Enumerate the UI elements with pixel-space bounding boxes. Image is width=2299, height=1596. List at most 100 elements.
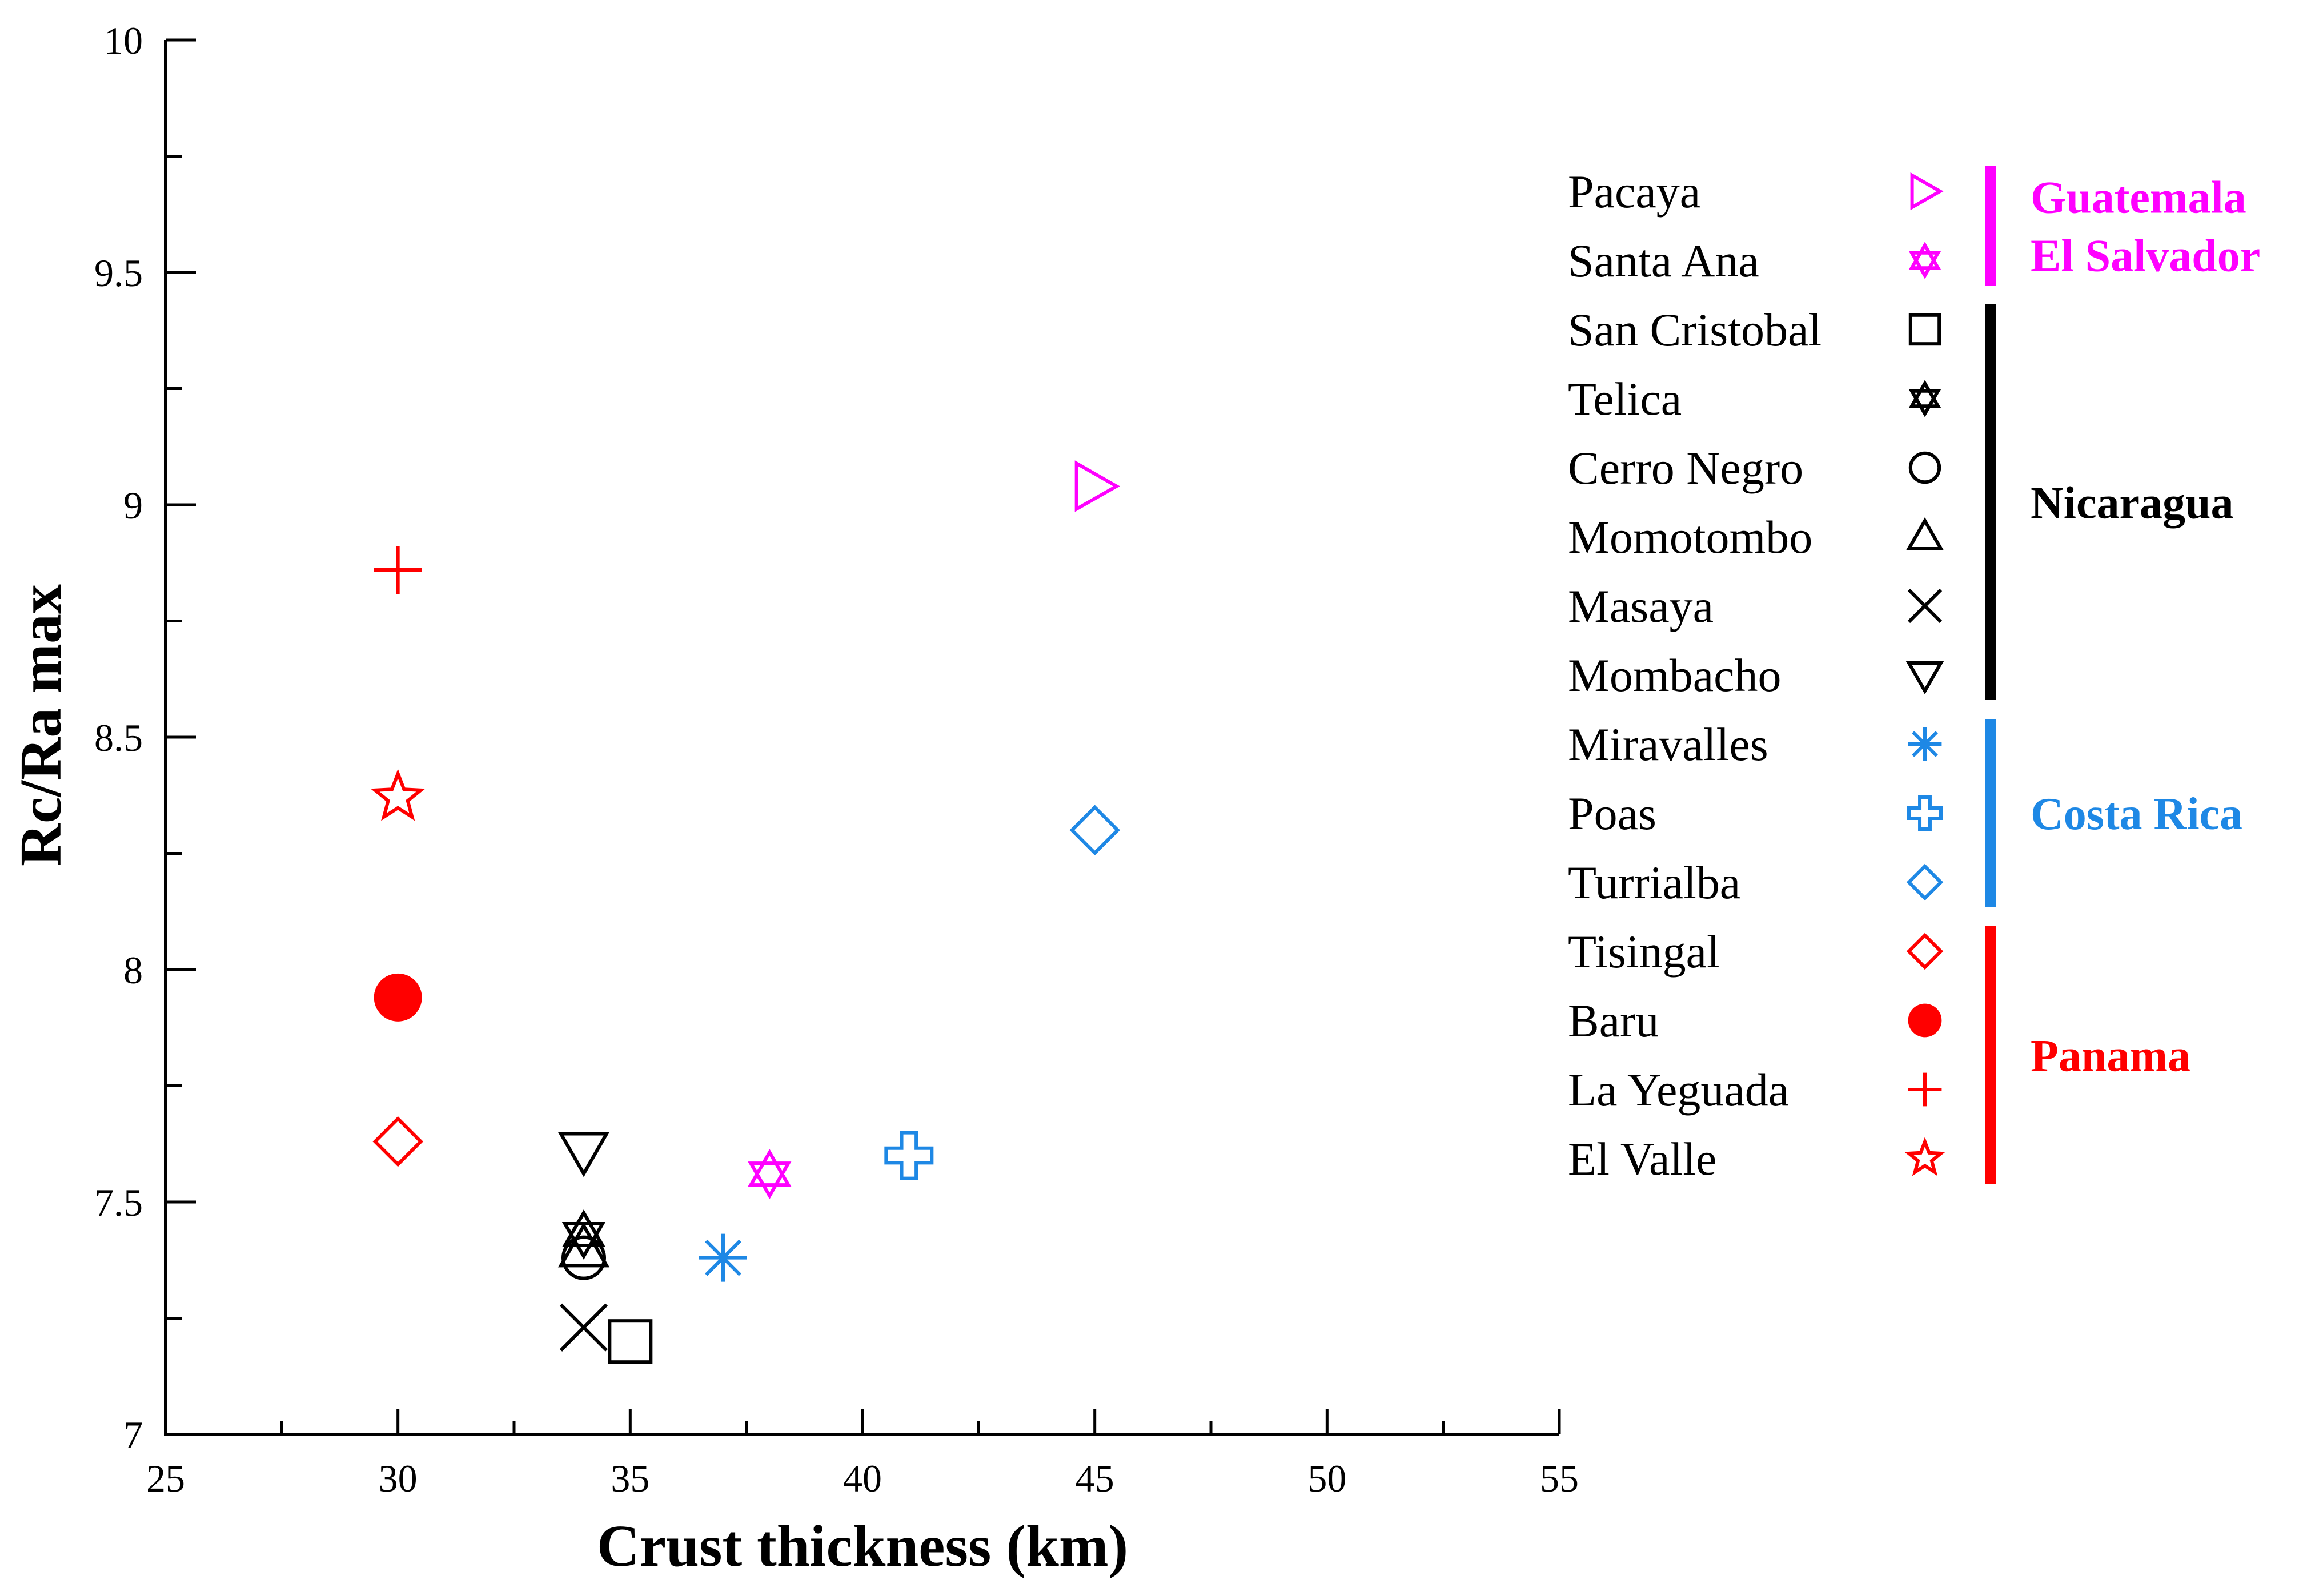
marker-shape xyxy=(1074,460,1120,512)
legend-label: La Yeguada xyxy=(1568,1064,1789,1116)
legend-label: Turrialba xyxy=(1568,857,1740,908)
y-tick-label: 9.5 xyxy=(94,251,143,295)
marker-shape xyxy=(1905,517,1944,550)
legend-label: Tisingal xyxy=(1568,926,1720,978)
x-tick-label: 45 xyxy=(1076,1457,1114,1500)
marker-shape xyxy=(1905,661,1944,695)
data-point-baru xyxy=(374,973,422,1022)
data-point-momotombo xyxy=(557,1222,610,1268)
legend-label: Poas xyxy=(1568,787,1656,839)
legend-marker xyxy=(1908,727,1942,761)
legend-marker xyxy=(1905,517,1944,550)
data-point-miravalles xyxy=(699,1233,747,1282)
marker-shape xyxy=(608,1319,653,1364)
x-tick-label: 35 xyxy=(611,1457,649,1500)
y-tick-label: 8.5 xyxy=(94,716,143,759)
marker-shape xyxy=(1908,242,1941,270)
country-label: Costa Rica xyxy=(2031,789,2242,839)
legend: Pacaya Santa Ana San Cristobal Telica Cerro … xyxy=(1568,166,2260,1185)
y-tick-label: 8 xyxy=(123,948,143,992)
country-label: Panama xyxy=(2031,1031,2190,1082)
x-tick-label: 25 xyxy=(146,1457,185,1500)
marker-shape xyxy=(1908,251,1941,279)
ticks: 25 30 35 40 45 50 55 7 7.5 8 8.5 9 9.5 10 xyxy=(94,19,1579,1500)
data-point-santa-ana xyxy=(748,1149,792,1200)
marker-shape xyxy=(557,1222,610,1268)
data-point-la-yeguada xyxy=(374,545,422,594)
marker-shape xyxy=(1908,313,1941,346)
legend-marker xyxy=(1905,661,1944,695)
data-point-el-valle xyxy=(370,769,426,821)
marker-shape xyxy=(1908,389,1941,417)
country-label: Nicaragua xyxy=(2031,479,2234,529)
legend-marker xyxy=(1908,242,1941,279)
legend-label: Masaya xyxy=(1568,580,1714,632)
marker-shape xyxy=(372,1116,423,1167)
legend-label: San Cristobal xyxy=(1568,304,1821,356)
marker-shape xyxy=(1906,932,1944,970)
data-points xyxy=(370,460,1120,1364)
axes xyxy=(164,40,1559,1436)
legend-label: Miravalles xyxy=(1568,718,1768,770)
legend-marker xyxy=(1907,588,1943,624)
x-tick-label: 55 xyxy=(1540,1457,1579,1500)
data-point-pacaya xyxy=(1074,460,1120,512)
legend-marker xyxy=(1906,863,1944,901)
legend-marker xyxy=(1906,932,1944,970)
y-axis-title: Rc/Ra max xyxy=(8,584,74,866)
legend-marker xyxy=(1904,1137,1945,1176)
legend-marker xyxy=(1908,1072,1942,1107)
marker-shape xyxy=(557,1132,610,1177)
marker-shape xyxy=(374,973,422,1022)
x-axis-title: Crust thickness (km) xyxy=(597,1513,1128,1579)
data-point-tisingal xyxy=(372,1116,423,1167)
y-tick-label: 7 xyxy=(123,1413,143,1457)
marker-shape xyxy=(1907,588,1943,624)
legend-marker xyxy=(1908,1003,1942,1038)
legend-marker xyxy=(1908,313,1941,346)
marker-shape xyxy=(1906,863,1944,901)
country-label: Guatemala xyxy=(2031,173,2246,223)
marker-shape xyxy=(370,769,426,821)
legend-label: Baru xyxy=(1568,995,1659,1047)
marker-shape xyxy=(1907,795,1943,831)
legend-label: Santa Ana xyxy=(1568,235,1759,287)
data-point-san-cristobal xyxy=(608,1319,653,1364)
marker-shape xyxy=(1069,805,1120,856)
marker-shape xyxy=(561,1235,606,1280)
marker-shape xyxy=(1908,1003,1942,1038)
marker-shape xyxy=(748,1149,792,1187)
marker-shape xyxy=(1910,172,1944,211)
y-tick-label: 9 xyxy=(123,484,143,527)
data-point-masaya xyxy=(559,1303,608,1352)
legend-label: Cerro Negro xyxy=(1568,442,1803,494)
data-point-mombacho xyxy=(557,1132,610,1177)
marker-shape xyxy=(559,1303,608,1352)
legend-label: El Valle xyxy=(1568,1133,1716,1185)
legend-marker xyxy=(1907,795,1943,831)
marker-shape xyxy=(748,1161,792,1200)
legend-label: Telica xyxy=(1568,373,1682,425)
data-point-poas xyxy=(884,1131,934,1180)
legend-marker xyxy=(1908,451,1941,484)
legend-label: Pacaya xyxy=(1568,166,1700,218)
marker-shape xyxy=(705,1239,741,1276)
x-tick-label: 50 xyxy=(1307,1457,1346,1500)
marker-shape xyxy=(1908,451,1941,484)
data-point-turrialba xyxy=(1069,805,1120,856)
marker-shape xyxy=(884,1131,934,1180)
legend-marker xyxy=(1910,172,1944,211)
marker-shape xyxy=(561,1209,606,1247)
x-tick-label: 30 xyxy=(379,1457,418,1500)
legend-label: Momotombo xyxy=(1568,511,1812,563)
country-label: El Salvador xyxy=(2031,231,2260,282)
legend-label: Mombacho xyxy=(1568,649,1781,701)
marker-shape xyxy=(1904,1137,1945,1176)
legend-marker xyxy=(1908,380,1941,417)
marker-shape xyxy=(1908,380,1941,408)
y-tick-label: 10 xyxy=(104,19,143,62)
data-point-cerro-negro xyxy=(561,1235,606,1280)
y-tick-label: 7.5 xyxy=(94,1181,143,1224)
marker-shape xyxy=(1912,731,1938,757)
